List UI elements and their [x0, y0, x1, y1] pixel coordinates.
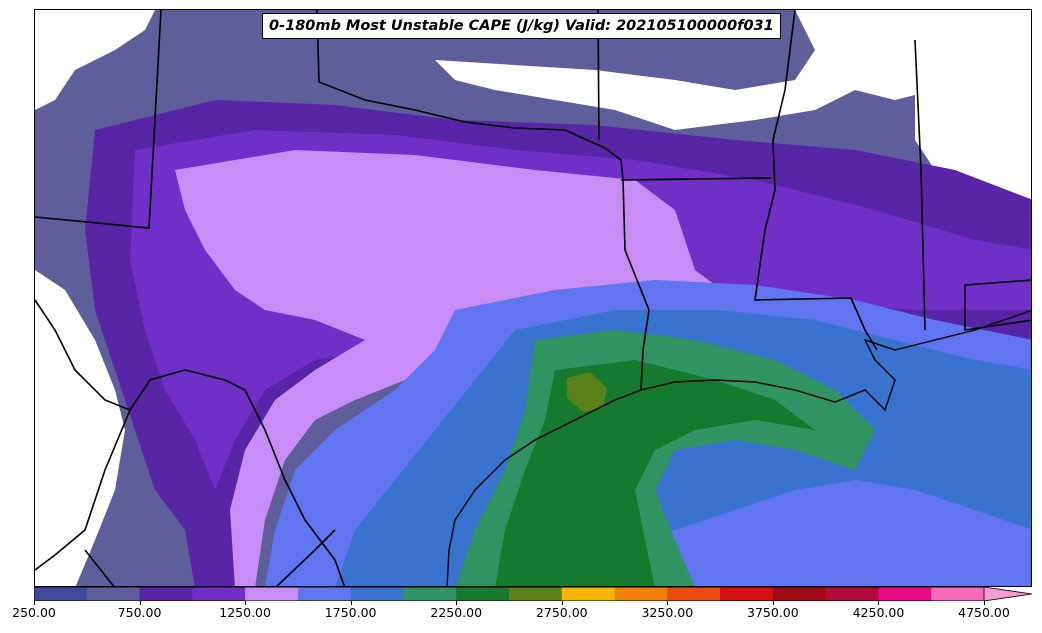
colorbar-tick-label: 3750.00	[747, 605, 799, 620]
colorbar-swatch	[772, 587, 827, 601]
colorbar-swatch	[456, 587, 510, 601]
colorbar-tick-mark	[350, 601, 352, 605]
colorbar-swatch	[667, 587, 721, 601]
colorbar-swatch	[561, 587, 616, 601]
colorbar-swatch	[614, 587, 668, 601]
colorbar-tick-mark	[34, 601, 35, 605]
boundary-panhandle	[35, 10, 162, 229]
cape-band-lavender	[175, 150, 735, 586]
colorbar-tick-mark	[245, 601, 247, 605]
colorbar-tick-label: 4250.00	[852, 605, 905, 620]
colorbar-swatches	[34, 587, 1032, 601]
cape-band-olive	[567, 372, 607, 412]
colorbar-swatch	[139, 587, 193, 601]
boundary-ms-al	[964, 279, 1031, 331]
no-cape-region-northeast	[915, 80, 1031, 210]
colorbar-swatch	[403, 587, 457, 601]
colorbar-tick-mark	[772, 601, 774, 605]
colorbar-swatch	[509, 587, 563, 601]
colorbar-swatch	[245, 587, 299, 601]
boundary-la-tx	[622, 179, 650, 391]
colorbar-tick-mark	[878, 601, 880, 605]
coastline	[446, 309, 1031, 586]
boundary-mexico-states	[35, 409, 336, 586]
colorbar-swatch	[350, 587, 405, 601]
boundary-alabama	[914, 39, 926, 331]
colorbar-tick-mark	[561, 601, 563, 605]
no-cape-region-north	[435, 10, 1031, 130]
colorbar-tick-label: 2750.00	[535, 605, 588, 620]
colorbar-tick-mark	[984, 601, 985, 605]
colorbar-tick-mark	[667, 601, 669, 605]
colorbar-tick-label: 250.00	[12, 605, 56, 620]
map-panel	[34, 9, 1032, 587]
no-cape-region-west	[35, 270, 125, 586]
colorbar-tick-mark	[139, 601, 141, 605]
colorbar-swatch	[878, 587, 932, 601]
colorbar-swatch	[931, 587, 985, 601]
boundary-rio-grande	[35, 299, 346, 586]
map-title: 0-180mb Most Unstable CAPE (J/kg) Valid:…	[262, 13, 781, 39]
colorbar-tick-label: 1750.00	[324, 605, 377, 620]
colorbar-tick-label: 3250.00	[641, 605, 694, 620]
colorbar-tick-label: 4750.00	[958, 605, 1010, 620]
colorbar	[34, 587, 1032, 601]
colorbar-tick-label: 750.00	[117, 605, 162, 620]
colorbar-tick-label: 1250.00	[219, 605, 271, 620]
cape-band-dark-green	[495, 360, 815, 586]
boundary-oklahoma	[316, 10, 624, 181]
colorbar-tick-mark	[456, 601, 458, 605]
colorbar-swatch	[297, 587, 352, 601]
colorbar-swatch	[86, 587, 141, 601]
cape-map	[35, 10, 1031, 586]
gulf-coast	[446, 309, 1031, 586]
colorbar-extend-arrow	[983, 587, 1032, 601]
no-cape-region-northwest	[35, 10, 155, 110]
colorbar-swatch	[34, 587, 88, 601]
boundary-mississippi-river	[754, 10, 878, 351]
colorbar-tick-label: 2250.00	[430, 605, 483, 620]
colorbar-swatch	[192, 587, 246, 601]
colorbar-swatch	[825, 587, 880, 601]
colorbar-swatch	[720, 587, 774, 601]
